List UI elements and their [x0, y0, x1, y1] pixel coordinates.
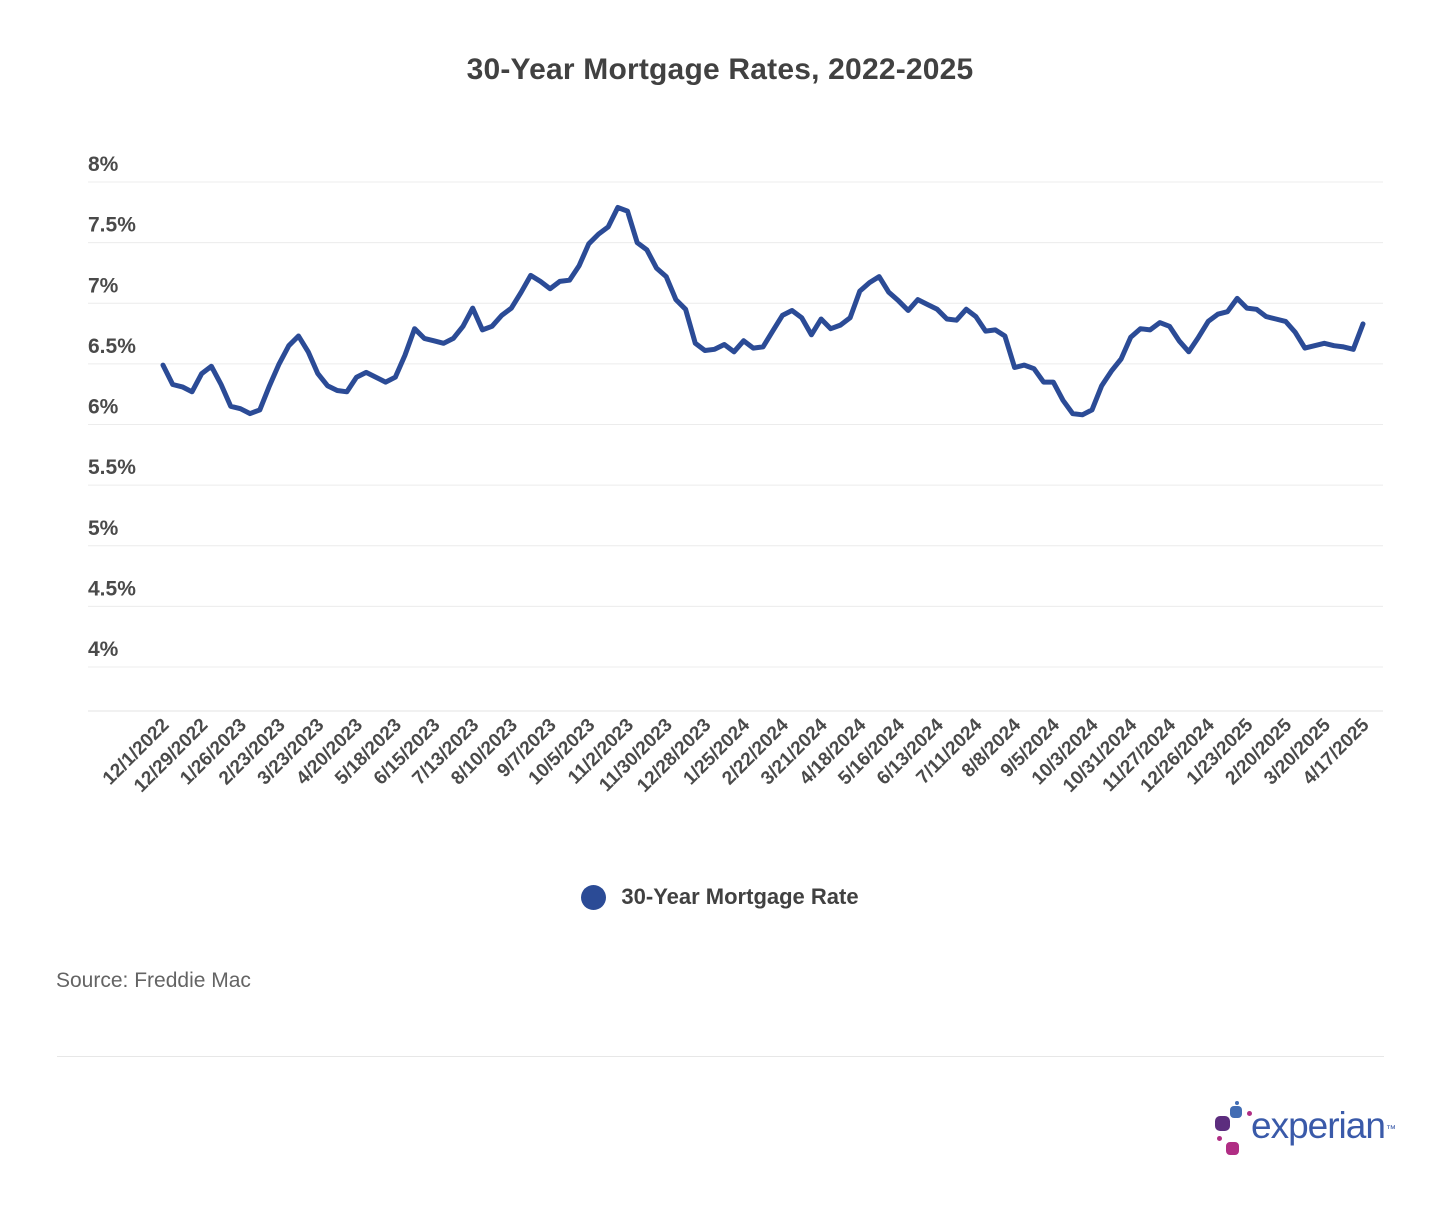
logo-block-magenta-square-icon [1226, 1142, 1239, 1155]
rate-line-series [160, 205, 1366, 418]
footer-divider [57, 1056, 1384, 1057]
trademark-symbol: ™ [1385, 1124, 1396, 1135]
y-axis-label: 7.5% [88, 214, 136, 237]
y-axis-label: 4.5% [88, 577, 136, 600]
chart-legend: 30-Year Mortgage Rate [0, 884, 1440, 910]
y-axis-label: 4% [88, 638, 119, 661]
experian-logo: experian™ [1215, 1100, 1396, 1162]
y-axis-label: 5% [88, 517, 119, 540]
logo-block-magenta-dot2-icon [1217, 1136, 1222, 1141]
logo-block-blue-square-icon [1230, 1106, 1242, 1118]
y-axis-label: 6.5% [88, 335, 136, 358]
source-note: Source: Freddie Mac [56, 969, 251, 992]
y-axis-label: 6% [88, 396, 119, 419]
experian-wordmark: experian™ [1251, 1105, 1396, 1146]
logo-block-magenta-dot-icon [1247, 1111, 1252, 1116]
y-axis-label: 5.5% [88, 456, 136, 479]
y-axis-label: 7% [88, 274, 119, 297]
y-axis-label: 8% [88, 153, 119, 176]
logo-block-blue-dot-icon [1235, 1101, 1239, 1105]
gridlines [88, 181, 1383, 712]
y-axis-labels: 8% 7.5% 7% 6.5% 6% 5.5% 5% 4.5% 4% [88, 153, 136, 661]
legend-marker-icon [581, 884, 607, 910]
legend-label: 30-Year Mortgage Rate [621, 884, 859, 909]
chart-title: 30-Year Mortgage Rates, 2022-2025 [466, 53, 974, 86]
mortgage-rates-line-chart: 8% 7.5% 7% 6.5% 6% 5.5% 5% 4.5% 4% 12/1/202212/2… [88, 153, 1383, 797]
x-axis-labels: 12/1/202212/29/20221/26/20232/23/20233/2… [99, 714, 1374, 796]
logo-block-purple-square-icon [1215, 1116, 1230, 1131]
